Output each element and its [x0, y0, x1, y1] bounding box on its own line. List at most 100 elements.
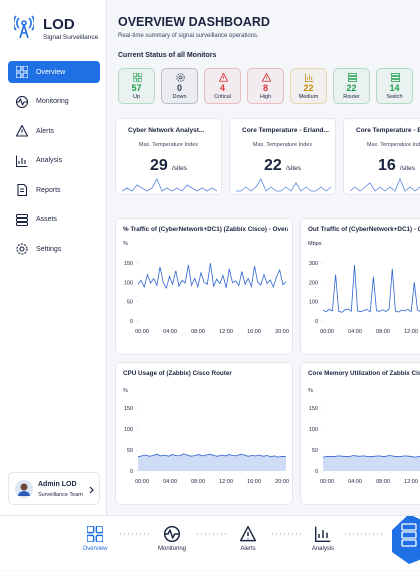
icon-shape — [164, 526, 180, 542]
icon-shape — [16, 95, 28, 108]
icon-shape — [176, 73, 185, 82]
chart-title: Core Memory Utilization of Zabbix Cisco … — [308, 370, 420, 377]
icon-shape — [17, 184, 28, 196]
icon-part — [16, 125, 28, 137]
icon-shape — [305, 73, 314, 82]
gauge-card: Core Temperature - E Max. Temperature Ind… — [343, 118, 420, 195]
status-value: 22 — [303, 83, 314, 93]
status-label: Down — [172, 94, 187, 100]
x-tick-label: 04:00 — [348, 329, 362, 335]
status-value: 4 — [219, 83, 225, 93]
icon — [315, 526, 331, 542]
icon-shape — [16, 125, 28, 137]
x-tick-label: 20:00 — [275, 329, 289, 335]
gauge-title: Core Temperature - Erland... — [242, 127, 329, 134]
x-tick-label: 16:00 — [247, 329, 261, 335]
status-label: Router — [343, 94, 360, 100]
icon-part — [22, 72, 28, 78]
gauge-card: Cyber Network Analyst... Max. Temperature… — [115, 118, 222, 195]
icon — [17, 184, 28, 196]
nav-label: Settings — [36, 245, 62, 253]
x-tick-label: 12:00 — [219, 329, 233, 335]
x-tick-label: 12:00 — [219, 479, 233, 485]
gauge-row: 16/sites — [344, 157, 420, 175]
gauge-row: 29/sites — [116, 157, 221, 175]
nav-item[interactable]: Analysis — [8, 150, 100, 172]
x-tick-label: 16:00 — [247, 479, 261, 485]
icon — [87, 526, 103, 542]
nav-label: Overview — [36, 68, 66, 76]
status-value: 22 — [346, 83, 357, 93]
icon-part — [348, 73, 357, 77]
brand-tagline: Signal Surveillance — [43, 34, 99, 41]
icon-part — [95, 526, 103, 534]
sparkline — [350, 177, 420, 192]
icon-part — [16, 213, 28, 218]
line — [322, 455, 420, 458]
gauge-card: Core Temperature - Erland... Max. Tempera… — [229, 118, 336, 195]
chart-title: CPU Usage of (Zabbix) Cisco Router — [123, 370, 232, 377]
icon-part — [17, 184, 28, 196]
chart-unit: % — [123, 241, 128, 247]
icon-part — [176, 73, 185, 82]
icon — [262, 73, 271, 82]
user-card[interactable]: Admin LOD Surveillance Team — [8, 472, 100, 505]
y-tick-label: 150 — [124, 261, 133, 267]
icon-shape — [262, 73, 271, 82]
chevron — [89, 486, 94, 494]
user-name: Admin LOD — [38, 481, 77, 488]
status-value: 0 — [176, 83, 182, 93]
nav-item[interactable]: Assets — [8, 209, 100, 231]
nav-item[interactable]: Settings — [8, 238, 100, 260]
icon-part — [315, 526, 331, 542]
chart-plot: 0 50 100 150 00:00 04:00 08:00 12:00 16:00 20:00 — [124, 261, 289, 335]
x-tick-label: 00:00 — [135, 479, 149, 485]
y-tick-label: 0 — [130, 469, 133, 475]
chart-unit: % — [308, 388, 313, 394]
gauge-row: 22/sites — [230, 157, 335, 175]
sparkline-line — [350, 177, 420, 192]
icon — [16, 243, 28, 255]
status-card: 4 Critical — [204, 68, 241, 104]
x-tick-label: 08:00 — [191, 329, 205, 335]
y-tick-label: 100 — [124, 427, 133, 433]
nav-label: Monitoring — [36, 98, 69, 105]
nav-item[interactable]: Reports — [8, 179, 100, 201]
area — [323, 455, 420, 471]
icon-shape — [219, 73, 228, 82]
icon-part — [262, 73, 271, 82]
page-title: OVERVIEW DASHBOARD — [118, 15, 270, 29]
status-card: 22 Medium — [290, 68, 327, 104]
y-tick-label: 100 — [309, 427, 318, 433]
line — [137, 453, 287, 458]
y-tick-label: 100 — [309, 300, 318, 306]
chart-panel: Core Memory Utilization of Zabbix Cisco … — [300, 362, 420, 505]
nav-item[interactable]: Monitoring — [8, 91, 100, 113]
nav-label: Analysis — [36, 157, 63, 164]
icon-part — [87, 534, 95, 542]
chart-panel: % Traffic of (CyberNetwork+DC1) (Zabbix … — [115, 218, 293, 355]
x-tick-label: 08:00 — [191, 479, 205, 485]
icon — [240, 526, 256, 542]
bottom-nav-label: Alerts — [240, 546, 256, 552]
icon-part — [87, 526, 95, 534]
icon-part — [22, 66, 28, 72]
status-heading: Current Status of all Monitors — [118, 52, 217, 59]
y-tick-label: 0 — [130, 319, 133, 325]
avatar — [15, 480, 33, 498]
icon-part — [95, 534, 103, 542]
line — [137, 262, 287, 290]
sparkline-line — [122, 178, 217, 192]
chart-title: % Traffic of (CyberNetwork+DC1) (Zabbix … — [123, 226, 288, 233]
nav-label: Alerts — [36, 127, 54, 135]
y-tick-label: 100 — [124, 280, 133, 286]
user-team: Surveillance Team — [38, 492, 83, 498]
icon — [164, 526, 180, 542]
icon-shape — [87, 526, 103, 542]
nav-item[interactable]: Alerts — [8, 120, 100, 142]
y-tick-label: 300 — [309, 261, 318, 267]
icon-shape — [315, 526, 331, 542]
nav-item[interactable]: Overview — [8, 61, 100, 83]
